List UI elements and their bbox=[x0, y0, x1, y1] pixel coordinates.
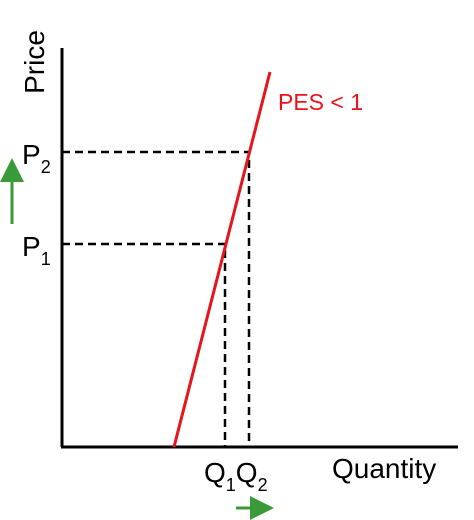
supply-curve bbox=[172, 71, 272, 448]
quantity-levels: Q1Q2 bbox=[204, 457, 268, 495]
q2-base: Q bbox=[236, 457, 258, 488]
p2-sub: 2 bbox=[41, 157, 51, 177]
x-axis-label: Quantity bbox=[332, 453, 436, 484]
p1-base: P bbox=[22, 231, 41, 262]
curve-label: PES < 1 bbox=[278, 89, 363, 115]
p2-label: P2 bbox=[22, 139, 51, 177]
p1-label: P1 bbox=[22, 231, 51, 269]
p1-sub: 1 bbox=[41, 249, 51, 269]
p2-base: P bbox=[22, 139, 41, 170]
p2-guide bbox=[62, 150, 251, 447]
q2-sub: 2 bbox=[258, 475, 268, 495]
y-axis-label: Price bbox=[19, 30, 50, 94]
q1-sub: 1 bbox=[226, 475, 236, 495]
q1-base: Q bbox=[204, 457, 226, 488]
